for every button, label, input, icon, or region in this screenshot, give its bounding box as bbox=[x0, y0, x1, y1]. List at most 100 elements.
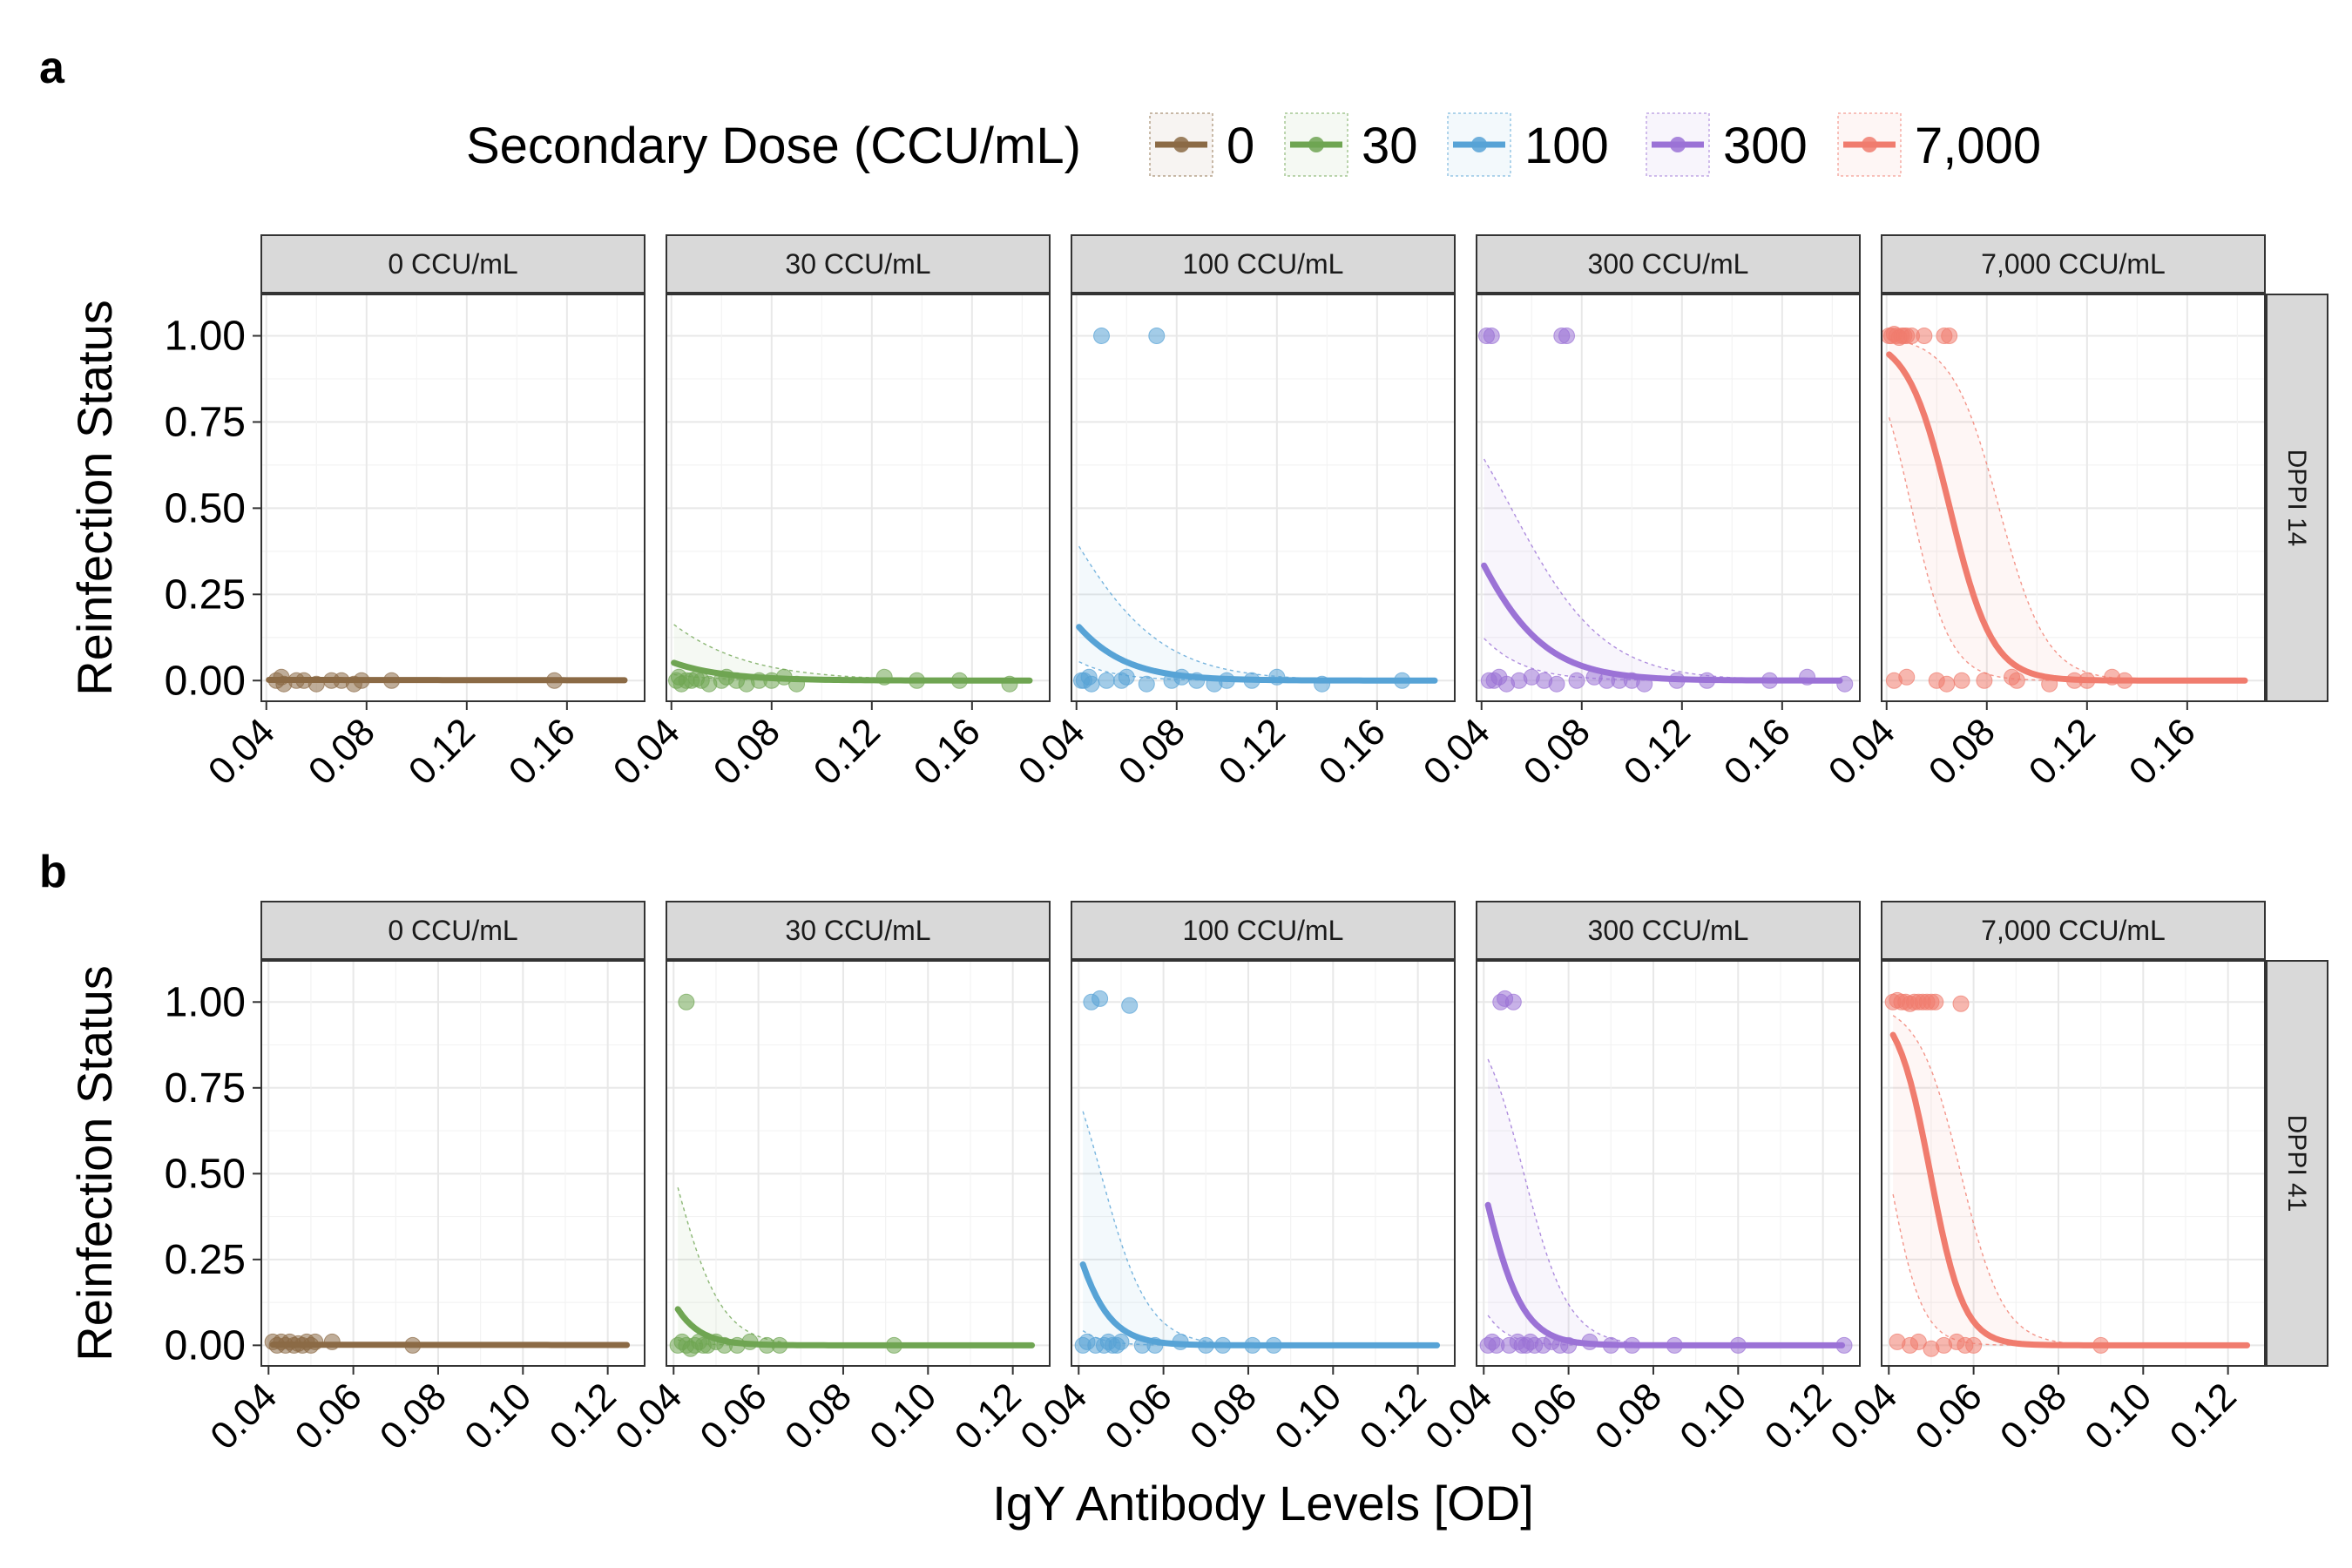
facet-2: 100 CCU/mL 0.04 0.08 0.12 0.16 bbox=[1010, 234, 1456, 794]
x-tick-label: 0.08 bbox=[1516, 710, 1598, 793]
facet-strip-label: 7,000 CCU/mL bbox=[1981, 915, 2166, 946]
data-point bbox=[1898, 668, 1916, 686]
facet-strip-label: 7,000 CCU/mL bbox=[1981, 248, 2166, 280]
x-tick-label: 0.08 bbox=[1921, 710, 2004, 793]
y-tick-label: 1.00 bbox=[165, 979, 246, 1025]
x-tick-label: 0.12 bbox=[2162, 1375, 2245, 1457]
plot-background bbox=[666, 294, 1050, 701]
facet-4: 7,000 CCU/mL 0.04 0.06 0.08 0.10 0.12 bbox=[1822, 901, 2266, 1458]
data-point bbox=[1938, 675, 1956, 693]
data-point bbox=[1148, 327, 1166, 344]
fit-line bbox=[1079, 1261, 1441, 1348]
legend-item: 30 bbox=[1284, 112, 1418, 177]
plot-content bbox=[1478, 327, 1854, 693]
panel-border bbox=[1476, 960, 1861, 1367]
x-tick-label: 0.12 bbox=[947, 1375, 1030, 1457]
data-point bbox=[678, 993, 695, 1010]
ci-ribbon bbox=[1893, 1015, 2247, 1346]
facet-strip bbox=[1881, 234, 2266, 294]
plot-content bbox=[1479, 990, 1853, 1354]
panel-border bbox=[1071, 960, 1456, 1367]
ci-ribbon bbox=[673, 624, 1030, 681]
x-tick-label: 0.04 bbox=[605, 710, 688, 793]
x-tick-label: 0.10 bbox=[1672, 1375, 1754, 1457]
data-point bbox=[1504, 993, 1522, 1010]
x-tick-label: 0.10 bbox=[862, 1375, 944, 1457]
ci-ribbon bbox=[678, 1187, 1032, 1346]
facet-strip-label: 30 CCU/mL bbox=[785, 915, 930, 946]
plot-content bbox=[1882, 326, 2248, 693]
legend-label: 0 bbox=[1227, 118, 1254, 174]
legend-label: 30 bbox=[1362, 118, 1418, 174]
facet-strip-label: 100 CCU/mL bbox=[1183, 248, 1344, 280]
panel-border bbox=[260, 294, 645, 702]
data-point bbox=[2008, 672, 2025, 689]
x-tick-label: 0.08 bbox=[1587, 1375, 1670, 1457]
panel-border bbox=[1476, 294, 1861, 702]
data-point bbox=[1098, 672, 1115, 689]
fit-line bbox=[1481, 562, 1843, 684]
y-tick-label: 0.25 bbox=[165, 571, 246, 618]
facet-strip bbox=[666, 901, 1051, 960]
fit-line bbox=[1889, 1031, 2251, 1348]
x-tick-label: 0.04 bbox=[607, 1375, 690, 1457]
x-tick-label: 0.12 bbox=[1616, 710, 1699, 793]
facet-strip bbox=[260, 234, 645, 294]
x-tick-label: 0.04 bbox=[1416, 710, 1498, 793]
facet-strip bbox=[1071, 901, 1456, 960]
ci-upper bbox=[1892, 1015, 2247, 1347]
data-point bbox=[1138, 675, 1155, 693]
facet-strip bbox=[666, 234, 1051, 294]
facet-strip-label: 100 CCU/mL bbox=[1183, 915, 1344, 946]
x-tick-label: 0.12 bbox=[2021, 710, 2104, 793]
x-tick-label: 0.08 bbox=[1992, 1375, 2075, 1457]
x-tick-label: 0.08 bbox=[706, 710, 788, 793]
legend-title: Secondary Dose (CCU/mL) bbox=[466, 118, 1081, 174]
plot-background bbox=[1477, 961, 1860, 1366]
x-tick-label: 0.08 bbox=[1111, 710, 1193, 793]
facet-0: 0 CCU/mL 0.04 0.08 0.12 0.16 bbox=[200, 234, 645, 794]
data-point bbox=[1083, 675, 1100, 693]
panel-a-label: a bbox=[39, 43, 65, 93]
data-point bbox=[1112, 1333, 1130, 1350]
row-strip bbox=[2266, 294, 2328, 702]
ci-ribbon bbox=[1488, 1058, 1842, 1346]
x-tick-label: 0.04 bbox=[1010, 710, 1093, 793]
data-point bbox=[1121, 997, 1139, 1014]
fit-line bbox=[671, 659, 1033, 684]
data-point bbox=[1909, 1333, 1927, 1350]
y-tick-label: 0.50 bbox=[165, 485, 246, 531]
facet-strip bbox=[260, 901, 645, 960]
data-point bbox=[1118, 668, 1135, 686]
row-strip bbox=[2266, 960, 2328, 1367]
facet-strip-label: 0 CCU/mL bbox=[388, 248, 517, 280]
panel-border bbox=[1071, 294, 1456, 702]
legend-label: 300 bbox=[1723, 118, 1808, 174]
facet-3: 300 CCU/mL 0.04 0.06 0.08 0.10 0.12 bbox=[1417, 901, 1861, 1458]
x-tick-label: 0.08 bbox=[301, 710, 383, 793]
data-point bbox=[1093, 327, 1111, 344]
x-tick-label: 0.10 bbox=[456, 1375, 539, 1457]
panel-b: Reinfection Status 0.00 0.25 0.50 0.75 1.00 DP… bbox=[67, 901, 2328, 1458]
facet-strip-label: 30 CCU/mL bbox=[785, 248, 930, 280]
x-tick-label: 0.16 bbox=[2121, 710, 2204, 793]
facet-strip bbox=[1071, 234, 1456, 294]
x-tick-label: 0.04 bbox=[202, 1375, 285, 1457]
data-point bbox=[1483, 327, 1500, 344]
plot-content bbox=[668, 624, 1033, 693]
y-tick-label: 1.00 bbox=[165, 313, 246, 359]
facet-3: 300 CCU/mL 0.04 0.08 0.12 0.16 bbox=[1416, 234, 1861, 794]
x-tick-label: 0.06 bbox=[287, 1375, 369, 1457]
plot-content bbox=[669, 993, 1036, 1357]
x-tick-label: 0.04 bbox=[1417, 1375, 1500, 1457]
legend-key-point bbox=[1862, 137, 1877, 152]
plot-background bbox=[1071, 961, 1455, 1366]
fit-line bbox=[1484, 1201, 1846, 1348]
ci-upper bbox=[1889, 338, 2245, 681]
legend-key-point bbox=[1471, 137, 1487, 152]
panel-b-label: b bbox=[39, 847, 67, 897]
row-strip-label: DPPI 14 bbox=[2282, 449, 2311, 547]
y-tick-label: 0.25 bbox=[165, 1237, 246, 1283]
facet-strip-label: 300 CCU/mL bbox=[1588, 915, 1749, 946]
